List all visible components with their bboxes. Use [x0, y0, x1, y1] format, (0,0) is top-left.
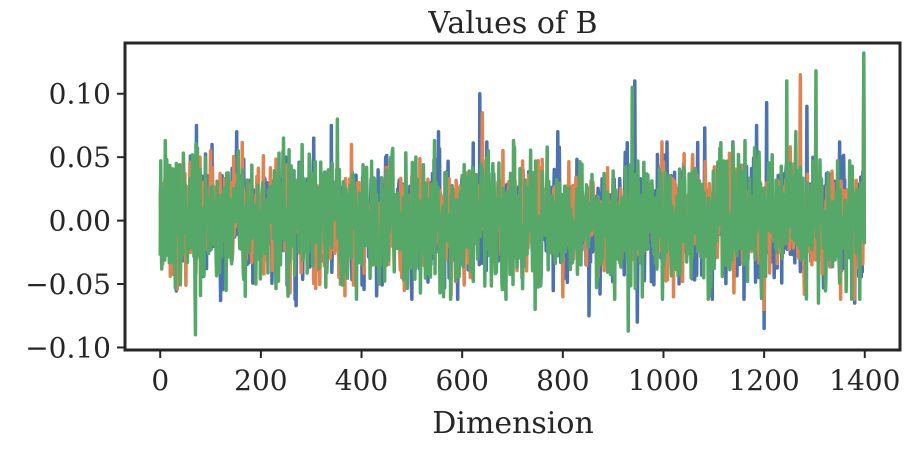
x-tick-label: 1400 [829, 364, 900, 397]
x-tick-label: 1200 [728, 364, 799, 397]
x-axis-label: Dimension [432, 406, 594, 441]
x-axis: 0 200 400 600 800 1000 1200 1400 [151, 350, 900, 397]
x-tick-label: 800 [536, 364, 589, 397]
chart-title: Values of B [427, 6, 597, 41]
x-tick-label: 600 [435, 364, 488, 397]
y-tick-label: 0.10 [49, 78, 111, 111]
y-tick-label: −0.10 [25, 331, 111, 364]
y-tick-label: 0.00 [49, 205, 111, 238]
x-tick-label: 400 [335, 364, 388, 397]
x-tick-label: 0 [151, 364, 169, 397]
x-tick-label: 200 [234, 364, 287, 397]
plot-frame [123, 41, 902, 352]
y-tick-label: 0.05 [49, 141, 111, 174]
y-axis: −0.10 −0.05 0.00 0.05 0.10 [25, 78, 125, 364]
series-line-3 [158, 51, 867, 337]
y-tick-label: −0.05 [25, 268, 111, 301]
x-tick-label: 1000 [628, 364, 699, 397]
series-layer [158, 51, 867, 337]
